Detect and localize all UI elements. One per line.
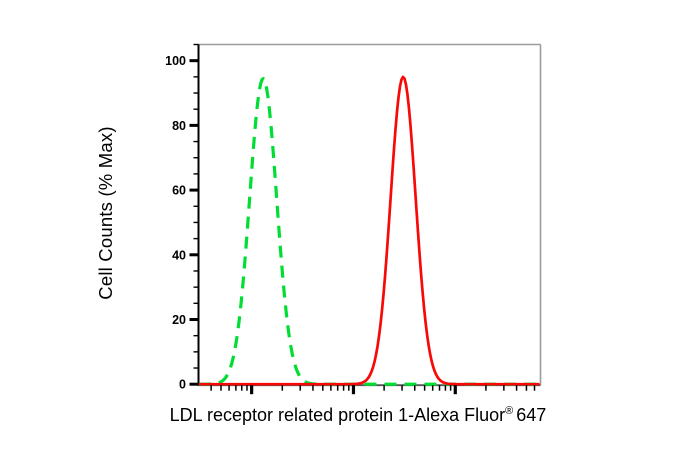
x-axis-title-text: LDL receptor related protein 1-Alexa Flu… bbox=[169, 405, 506, 425]
y-tick-label: 100 bbox=[165, 54, 186, 68]
plot-frame bbox=[197, 43, 542, 387]
series-curves bbox=[198, 75, 540, 386]
y-axis-ticks: 0 20 40 60 80 100 bbox=[165, 43, 199, 392]
y-tick-label: 20 bbox=[172, 313, 186, 327]
registered-trademark-icon: ® bbox=[505, 405, 514, 417]
y-tick-label: 0 bbox=[179, 378, 186, 392]
green-dashed-peak-curve bbox=[198, 77, 540, 386]
x-axis-ticks bbox=[210, 385, 536, 395]
y-tick-label: 60 bbox=[172, 184, 186, 198]
red-solid-peak-curve bbox=[199, 75, 540, 386]
x-axis-title-number: 647 bbox=[516, 405, 547, 425]
y-axis-title: Cell Counts (% Max) bbox=[95, 126, 116, 300]
x-axis-title: LDL receptor related protein 1-Alexa Flu… bbox=[170, 405, 547, 426]
y-tick-label: 80 bbox=[172, 119, 186, 133]
y-tick-label: 40 bbox=[172, 248, 186, 262]
